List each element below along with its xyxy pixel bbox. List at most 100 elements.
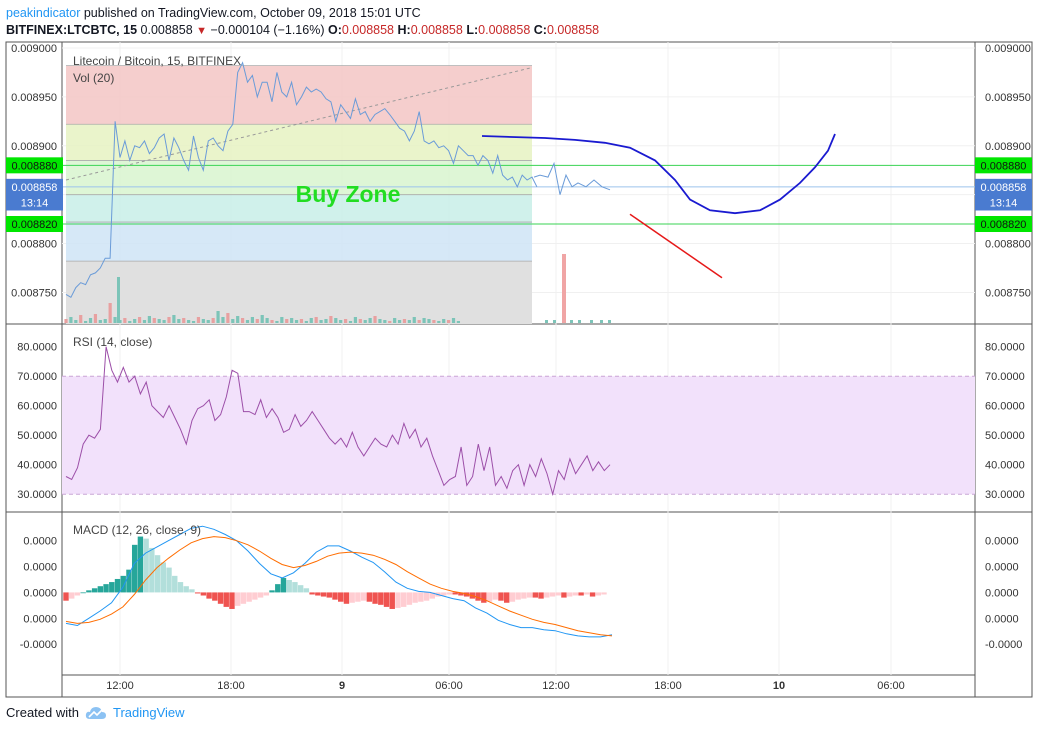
volume-bar [226,313,230,323]
macd-histogram-bar [320,592,327,597]
volume-bar [98,320,102,323]
macd-histogram-bar [189,589,195,593]
price-label-text: 0.008880 [981,160,1027,172]
macd-tick-label: 0.0000 [985,613,1019,625]
symbol-line: BITFINEX:LTCBTC, 15 0.008858 ▼ −0.000104… [6,21,599,40]
macd-histogram-bar [418,592,424,602]
volume-bar [245,320,250,323]
macd-histogram-bar [400,592,407,607]
volume-bar [285,319,289,323]
volume-bar [255,319,259,323]
macd-histogram-bar [572,592,579,596]
x-tick-label: 9 [339,680,345,692]
macd-tick-label: -0.0000 [985,639,1022,651]
price-pane-title: Litecoin / Bitcoin, 15, BITFINEX [73,54,241,68]
volume-bar [447,320,451,323]
macd-tick-label: 0.0000 [23,536,57,548]
macd-histogram-bar [360,592,367,601]
macd-histogram-bar [481,592,487,603]
rsi-tick-label: 40.0000 [985,460,1025,472]
macd-histogram-bar [160,562,166,593]
volume-bar [211,318,215,323]
price-tick-label: 0.008800 [11,239,57,251]
macd-histogram-bar [504,592,510,603]
macd-histogram-bar [217,592,224,604]
macd-histogram-bar [257,592,264,598]
volume-bar [545,320,548,323]
volume-bar [570,320,573,323]
low-value: 0.008858 [478,23,531,37]
open-value: 0.008858 [341,23,395,37]
macd-histogram-bar [286,580,292,593]
macd-histogram-bar [372,592,378,604]
macd-histogram-bar [395,592,401,608]
fib-zone [66,65,532,125]
macd-histogram-bar [555,592,561,596]
macd-histogram-bar [349,592,355,603]
volume-bar [206,320,210,323]
volume-bar [562,254,566,323]
volume-bar [69,317,73,323]
price-label-tag [975,157,1032,174]
rsi-tick-label: 40.0000 [17,460,57,472]
high-label: H: [397,23,411,37]
macd-tick-label: 0.0000 [23,587,57,599]
trend-line [65,67,533,181]
volume-bar [88,318,93,323]
price-tick-label: 0.009000 [11,43,57,55]
macd-histogram-bar [549,592,556,597]
price-line [65,61,538,299]
author-link[interactable]: peakindicator [6,6,81,20]
macd-histogram-bar [378,592,384,605]
price-label-text: 0.008858 [981,182,1027,194]
price-label-tag [6,194,63,211]
macd-histogram-bar [177,582,184,593]
macd-tick-label: 0.0000 [23,613,57,625]
volume-bar [93,314,98,323]
price-label-text: 13:14 [21,197,49,209]
price-change: −0.000104 (−1.16%) [210,23,325,37]
tradingview-brand[interactable]: TradingView [85,705,185,720]
volume-bar [260,315,264,323]
macd-histogram-bar [309,592,315,595]
projection-curve [481,133,836,215]
close-value: 0.008858 [546,23,600,37]
macd-histogram-bar [114,578,121,593]
macd-histogram-bar [126,569,132,593]
volume-bar [275,321,279,323]
volume-bar [103,319,107,323]
published-text: published on TradingView.com, October 09… [80,6,421,20]
price-tick-label: 0.008900 [985,141,1031,153]
macd-histogram-bar [544,592,550,598]
rsi-tick-label: 30.0000 [985,489,1025,501]
volume-bar [437,321,441,323]
volume-bar [137,317,142,323]
macd-histogram-bar [441,592,447,596]
macd-histogram-bar [589,592,596,597]
volume-bar [363,320,367,323]
macd-histogram-bar [595,592,601,596]
volume-bar [216,311,220,323]
macd-histogram-bar [200,592,207,596]
down-arrow-icon: ▼ [196,25,208,37]
close-label: C: [533,23,547,37]
price-label-tag [6,216,63,232]
volume-bar [422,318,426,323]
volume-bar [167,317,171,323]
macd-histogram-bar [292,582,298,593]
volume-bar [280,317,284,323]
volume-bar [383,320,387,323]
volume-bar [231,319,235,323]
price-label-text: 0.008858 [12,182,58,194]
volume-bar [397,320,402,323]
macd-tick-label: 0.0000 [985,587,1019,599]
down-trend-line [629,213,723,279]
macd-title: MACD (12, 26, close, 9) [73,523,201,537]
volume-bar [407,320,411,323]
rsi-band [62,376,975,495]
rsi-tick-label: 50.0000 [985,430,1025,442]
rsi-tick-label: 60.0000 [985,401,1025,413]
volume-bar [147,316,151,323]
volume-bar [339,320,343,323]
